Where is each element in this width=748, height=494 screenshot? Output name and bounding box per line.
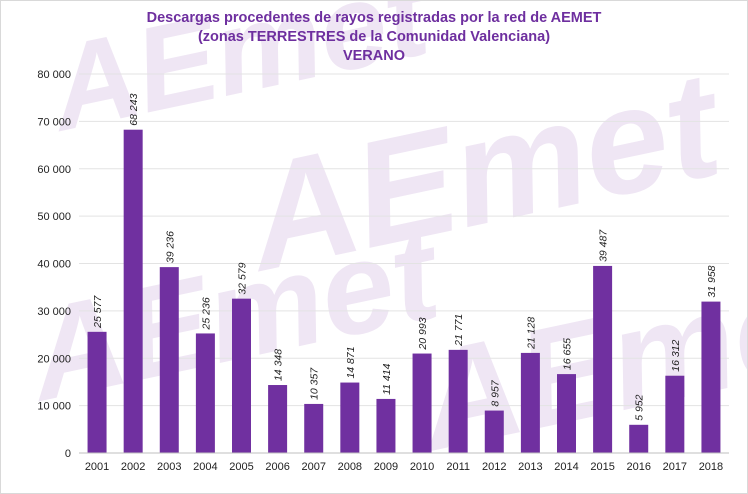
bar-2013 (520, 352, 540, 453)
bar-2006 (268, 385, 288, 453)
bar-2011 (448, 349, 468, 453)
data-label: 25 577 (92, 295, 104, 329)
x-tick-label: 2002 (121, 461, 145, 473)
data-label: 39 236 (164, 231, 176, 263)
x-tick-label: 2005 (229, 461, 253, 473)
x-tick-label: 2001 (85, 461, 109, 473)
y-tick-label: 0 (65, 448, 71, 460)
bar-2009 (376, 398, 396, 453)
y-tick-label: 80 000 (37, 69, 71, 81)
data-label: 21 771 (453, 314, 465, 347)
data-label: 39 487 (598, 229, 610, 262)
bar-2015 (593, 265, 613, 453)
data-label: 8 957 (489, 379, 501, 406)
x-tick-label: 2016 (626, 461, 650, 473)
bar-2002 (123, 129, 143, 453)
x-tick-label: 2013 (518, 461, 542, 473)
y-tick-label: 70 000 (37, 116, 71, 128)
data-label: 25 236 (200, 297, 212, 330)
x-tick-label: 2004 (193, 461, 217, 473)
chart-title: Descargas procedentes de rayos registrad… (1, 9, 747, 66)
bar-2007 (304, 403, 324, 453)
x-tick-label: 2010 (410, 461, 434, 473)
data-label: 32 579 (237, 262, 249, 294)
y-tick-label: 40 000 (37, 259, 71, 271)
y-tick-label: 50 000 (37, 211, 71, 223)
x-tick-label: 2015 (590, 461, 614, 473)
y-tick-label: 30 000 (37, 306, 71, 318)
chart-title-line-2: (zonas TERRESTRES de la Comunidad Valenc… (197, 29, 551, 45)
bar-2018 (701, 301, 721, 453)
chart-title-line-3: VERANO (342, 48, 406, 64)
y-tick-label: 20 000 (37, 353, 71, 365)
bar-2010 (412, 353, 432, 453)
data-label: 31 958 (706, 265, 718, 297)
x-tick-label: 2011 (446, 461, 470, 473)
data-label: 16 655 (562, 338, 574, 370)
bar-2012 (484, 410, 504, 453)
data-label: 21 128 (525, 317, 537, 350)
bar-2004 (195, 333, 215, 453)
bar-2017 (665, 375, 685, 453)
data-label: 10 357 (309, 367, 321, 400)
bar-2014 (557, 374, 576, 453)
x-tick-label: 2007 (301, 461, 325, 473)
chart-title-line-1: Descargas procedentes de rayos registrad… (146, 10, 602, 26)
data-label: 5 952 (634, 394, 646, 420)
bar-2016 (629, 424, 649, 453)
x-tick-label: 2008 (338, 461, 362, 473)
data-label: 11 414 (381, 363, 393, 394)
y-tick-label: 10 000 (37, 401, 71, 413)
bar-2001 (87, 331, 107, 453)
x-tick-label: 2014 (554, 461, 578, 473)
data-label: 20 993 (417, 317, 429, 350)
data-label: 14 348 (273, 349, 285, 381)
data-label: 16 312 (670, 339, 682, 371)
bar-2003 (159, 267, 179, 453)
bar-2005 (232, 298, 251, 453)
data-label: 68 243 (128, 93, 140, 125)
x-tick-label: 2009 (374, 461, 398, 473)
bar-2008 (340, 382, 360, 453)
x-tick-label: 2018 (699, 461, 723, 473)
x-tick-label: 2006 (265, 461, 289, 473)
x-tick-label: 2003 (157, 461, 181, 473)
data-label: 14 871 (345, 346, 357, 378)
y-tick-label: 60 000 (37, 164, 71, 176)
x-tick-label: 2017 (663, 461, 687, 473)
x-tick-label: 2012 (482, 461, 506, 473)
